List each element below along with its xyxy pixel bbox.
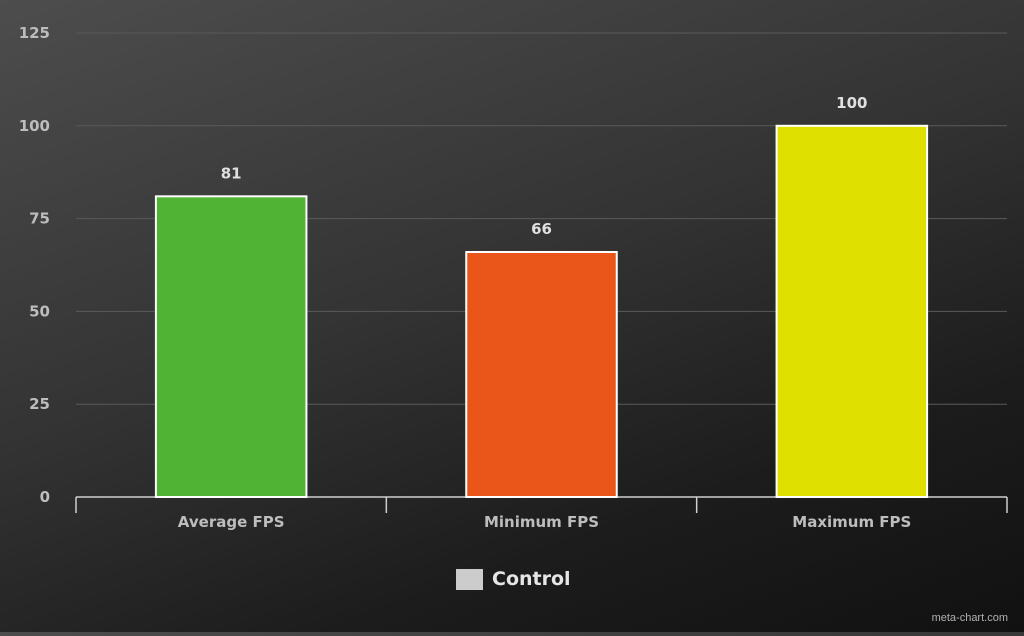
legend[interactable]: Control	[456, 566, 571, 592]
bar	[154, 195, 308, 498]
x-category-label: Maximum FPS	[792, 513, 911, 531]
data-label: 81	[221, 164, 242, 182]
legend-label-control: Control	[492, 568, 571, 590]
y-tick-label: 125	[19, 24, 50, 42]
y-tick-label: 50	[29, 302, 50, 320]
y-tick-label: 25	[29, 395, 50, 413]
bar	[465, 251, 618, 498]
legend-swatch	[456, 568, 483, 590]
y-tick-label: 75	[29, 210, 50, 228]
data-label: 66	[531, 220, 552, 238]
y-tick-label: 0	[40, 488, 50, 506]
x-category-label: Average FPS	[178, 513, 285, 531]
y-tick-label: 100	[19, 117, 50, 135]
watermark: meta-chart.com	[931, 612, 1008, 624]
x-category-label: Minimum FPS	[484, 513, 599, 531]
bar	[775, 124, 929, 499]
data-label: 100	[836, 94, 867, 112]
